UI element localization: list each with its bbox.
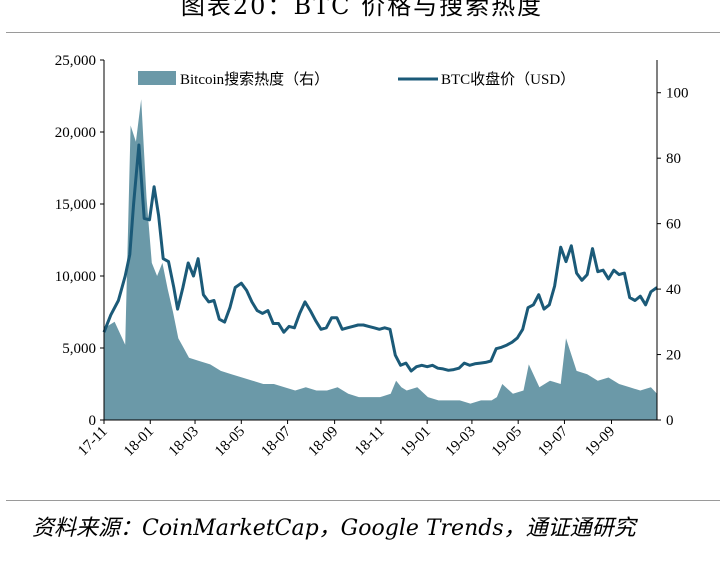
x-tick-label: 19-05 bbox=[489, 424, 525, 460]
right-tick-label: 60 bbox=[666, 217, 681, 233]
chart: 0 5,000 10,000 15,000 20,000 25,000 0 20 40 60 80 1… bbox=[55, 53, 689, 460]
left-tick-label: 20,000 bbox=[55, 125, 96, 141]
legend-label-search: Bitcoin搜索热度（右） bbox=[180, 71, 329, 88]
x-tick-label: 18-01 bbox=[121, 424, 157, 460]
x-tick-label: 18-05 bbox=[212, 424, 248, 460]
right-tick-label: 80 bbox=[666, 151, 681, 167]
x-tick-label: 19-09 bbox=[582, 424, 618, 460]
legend-swatch-search bbox=[138, 71, 176, 85]
left-tick-label: 15,000 bbox=[55, 197, 96, 213]
right-tick-label: 40 bbox=[666, 282, 681, 298]
search-interest-area bbox=[104, 99, 657, 421]
x-tick-label: 18-09 bbox=[305, 424, 341, 460]
x-tick-label: 18-07 bbox=[258, 423, 294, 459]
x-tick-label: 19-07 bbox=[535, 423, 571, 459]
left-tick-label: 10,000 bbox=[55, 269, 96, 285]
left-tick-label: 0 bbox=[89, 413, 97, 429]
x-tick-label: 18-03 bbox=[166, 424, 202, 460]
bottom-rule bbox=[6, 500, 720, 501]
btc-price-line bbox=[102, 143, 658, 373]
x-tick-label: 17-11 bbox=[75, 424, 111, 460]
left-tick-label: 5,000 bbox=[62, 341, 96, 357]
right-tick-label: 20 bbox=[666, 348, 681, 364]
x-tick-label: 19-03 bbox=[443, 424, 479, 460]
right-tick-label: 100 bbox=[666, 86, 689, 102]
top-rule bbox=[6, 32, 720, 33]
right-tick-label: 0 bbox=[666, 413, 674, 429]
x-tick-label: 19-01 bbox=[398, 424, 434, 460]
left-tick-label: 25,000 bbox=[55, 53, 96, 69]
source-note: 资料来源：CoinMarketCap，Google Trends，通证通研究 bbox=[32, 516, 636, 541]
chart-title: 图表20：BTC 价格与搜索热度 bbox=[180, 0, 544, 20]
x-tick-label: 18-11 bbox=[352, 424, 388, 460]
legend-label-price: BTC收盘价（USD） bbox=[441, 70, 575, 88]
